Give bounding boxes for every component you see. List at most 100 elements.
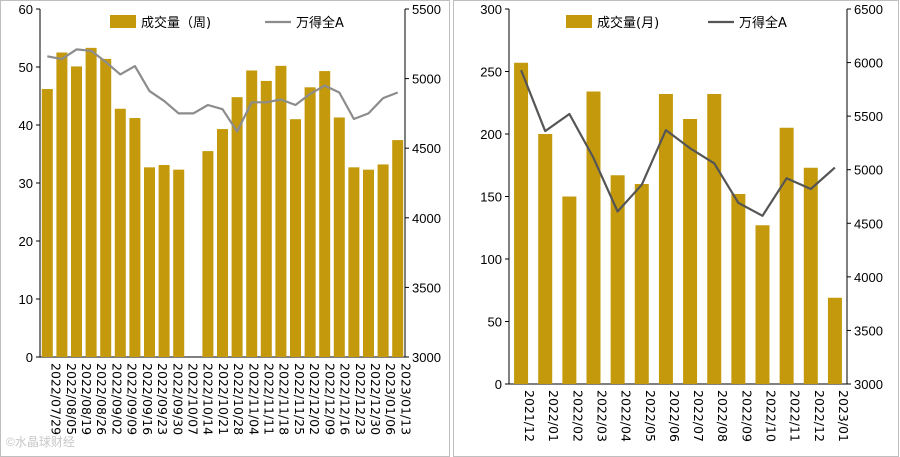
- bar: [779, 127, 794, 384]
- bar: [634, 184, 649, 384]
- x-tick-label: 2022/12/30: [368, 363, 383, 435]
- weekly-chart: 0 10 20 30 40 50 60 3000 3500 4000 4500 5000 5500 202…: [19, 2, 441, 435]
- legend-bar-swatch: [566, 15, 592, 28]
- y-left-tick-label: 200: [480, 127, 502, 142]
- y-left-tick-label: 0: [26, 350, 33, 365]
- bar: [275, 65, 287, 357]
- x-tick-label: 2022/11/04: [246, 363, 261, 435]
- bar: [707, 94, 722, 384]
- x-tick-label: 2022/06: [667, 390, 682, 442]
- x-tick-label: 2022/11/11: [262, 363, 277, 435]
- x-tick-label: 2022/12/09: [322, 363, 337, 435]
- y-left-tick-label: 250: [480, 65, 502, 80]
- bar: [217, 129, 228, 357]
- x-tick-label: 2022/01: [546, 390, 561, 442]
- y-right-tick-label: 4000: [412, 211, 441, 226]
- y-left-tick-label: 10: [19, 292, 33, 307]
- y-right-tick-label: 5000: [854, 163, 883, 178]
- x-tick-label: 2022/12: [812, 390, 827, 442]
- y-left-tick-label: 0: [495, 377, 502, 392]
- bar: [144, 167, 155, 357]
- bar: [683, 119, 698, 384]
- bar: [348, 167, 360, 357]
- x-tick-label: 2022/09: [739, 390, 754, 442]
- y-right-tick-label: 4500: [854, 216, 883, 231]
- x-tick-label: 2022/09/16: [140, 363, 155, 435]
- bar: [41, 89, 53, 357]
- y-left-tick-label: 300: [480, 2, 502, 17]
- bar: [260, 80, 272, 358]
- x-tick-label: 2022/11/25: [292, 363, 307, 435]
- y-right-tick-label: 5500: [854, 109, 883, 124]
- legend-line-label: 万得全A: [296, 15, 344, 31]
- x-tick-label: 2022/08: [715, 390, 730, 442]
- bar: [562, 196, 577, 384]
- y-right-tick-label: 5500: [412, 2, 441, 17]
- y-right-tick-label: 4500: [412, 141, 441, 156]
- x-tick-label: 2022/03: [595, 390, 610, 442]
- y-left-tick-label: 40: [19, 118, 33, 133]
- bar: [586, 91, 601, 384]
- y-right-tick-label: 5000: [412, 72, 441, 87]
- bar: [129, 118, 141, 357]
- bar: [392, 140, 404, 357]
- x-tick-label: 2022/09/02: [109, 363, 124, 435]
- x-tick-label: 2022/07: [691, 390, 706, 442]
- bar: [173, 169, 185, 357]
- index-line: [47, 48, 399, 133]
- bar: [202, 151, 214, 357]
- bar: [158, 165, 170, 357]
- bar: [304, 87, 316, 358]
- x-tick-label: 2022/10/14: [201, 363, 216, 435]
- x-tick-label: 2022/11/18: [277, 363, 292, 435]
- x-tick-label: 2023/01: [836, 390, 851, 442]
- bar: [56, 52, 68, 357]
- y-right-tick-label: 3000: [412, 350, 441, 365]
- bar: [377, 164, 389, 357]
- index-line: [520, 69, 836, 217]
- y-left-tick-label: 30: [19, 176, 33, 191]
- x-tick-label: 2022/04: [619, 390, 634, 442]
- x-tick-label: 2022/07/29: [49, 363, 64, 435]
- x-tick-label: 2022/02: [570, 390, 585, 442]
- bar: [100, 58, 112, 357]
- x-tick-label: 2022/08/19: [79, 363, 94, 435]
- bar: [610, 175, 625, 384]
- y-right-tick-label: 3000: [854, 377, 883, 392]
- y-left-tick-label: 60: [19, 2, 33, 17]
- x-tick-label: 2022/10/21: [216, 363, 231, 435]
- bar: [827, 297, 842, 384]
- bar: [246, 70, 258, 357]
- bar: [803, 167, 818, 384]
- y-right-tick-label: 3500: [854, 323, 883, 338]
- legend-bar-swatch: [110, 15, 136, 28]
- x-tick-label: 2022/10/07: [186, 363, 201, 435]
- x-tick-label: 2022/09/23: [155, 363, 170, 435]
- y-right-tick-label: 6000: [854, 56, 883, 71]
- x-tick-label: 2021/12: [522, 390, 537, 442]
- x-tick-label: 2022/09/09: [125, 363, 140, 435]
- bar: [319, 71, 331, 357]
- bar: [538, 134, 553, 384]
- x-tick-label: 2023/01/06: [383, 363, 398, 435]
- bar: [514, 62, 529, 384]
- y-left-tick-label: 50: [19, 60, 33, 75]
- y-left-tick-label: 20: [19, 234, 33, 249]
- x-tick-label: 2022/09/30: [170, 363, 185, 435]
- legend-bar-label: 成交量（周): [141, 15, 211, 31]
- x-tick-label: 2022/10/28: [231, 363, 246, 435]
- y-right-tick-label: 3500: [412, 280, 441, 295]
- legend-bar-label: 成交量(月): [597, 15, 659, 31]
- x-tick-label: 2022/08/26: [94, 363, 109, 435]
- y-right-tick-label: 4000: [854, 270, 883, 285]
- watermark: ©水晶球财经: [6, 435, 75, 449]
- bar: [290, 119, 301, 357]
- y-left-tick-label: 100: [480, 252, 502, 267]
- x-tick-label: 2023/01/13: [398, 363, 413, 435]
- legend-line-label: 万得全A: [739, 15, 787, 31]
- bar: [363, 169, 374, 357]
- x-tick-label: 2022/12/02: [307, 363, 322, 435]
- bar: [114, 108, 126, 357]
- x-tick-label: 2022/12/23: [353, 363, 368, 435]
